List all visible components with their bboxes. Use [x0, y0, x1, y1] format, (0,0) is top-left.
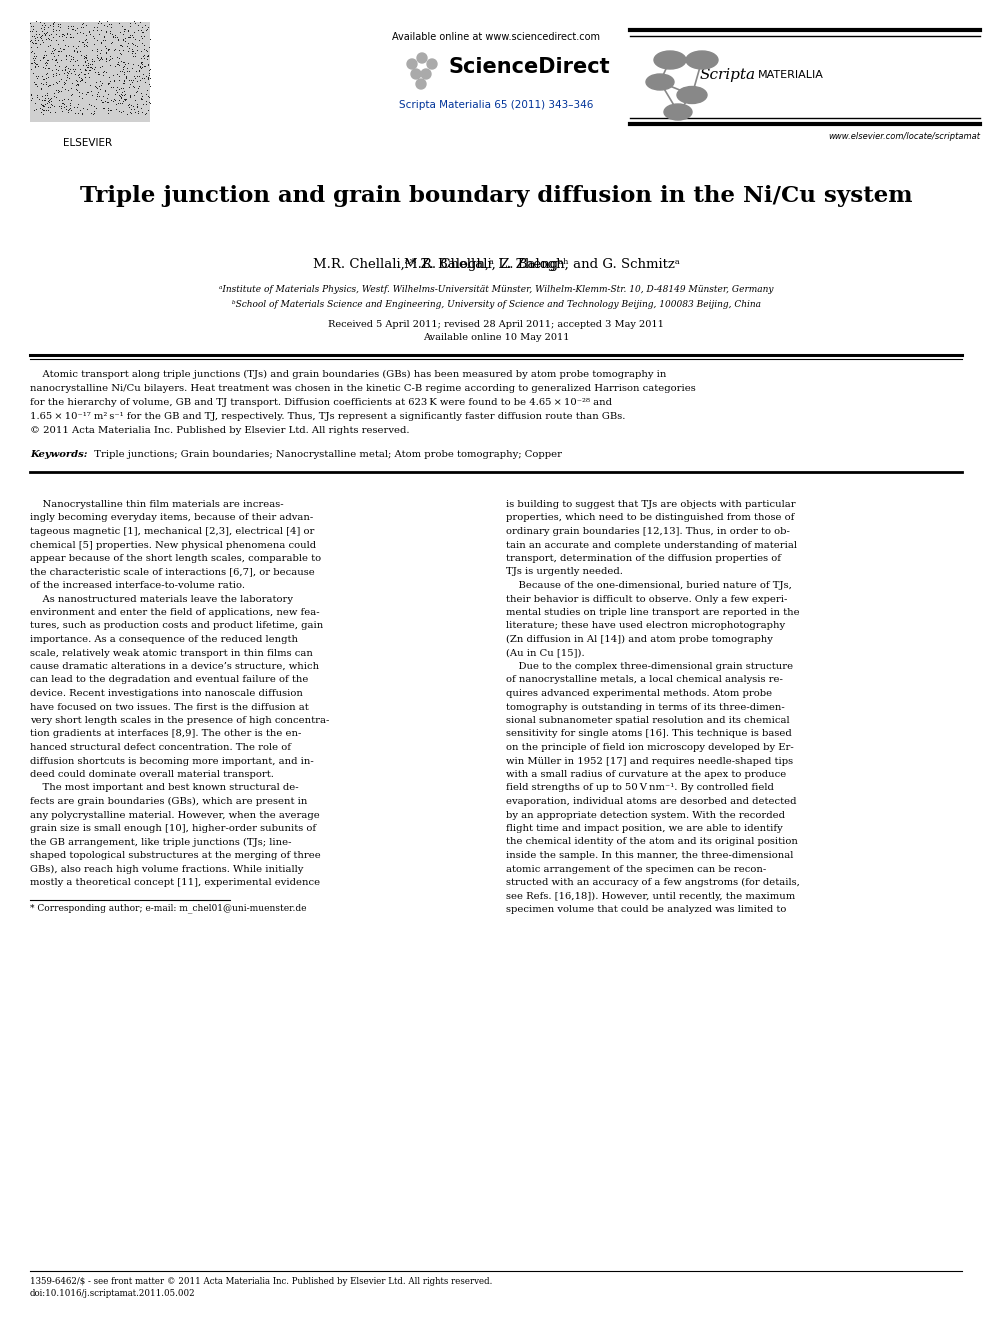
Text: Triple junction and grain boundary diffusion in the Ni/Cu system: Triple junction and grain boundary diffu…	[79, 185, 913, 206]
Text: Available online 10 May 2011: Available online 10 May 2011	[423, 333, 569, 343]
Text: Atomic transport along triple junctions (TJs) and grain boundaries (GBs) has bee: Atomic transport along triple junctions …	[30, 370, 667, 380]
Text: see Refs. [16,18]). However, until recently, the maximum: see Refs. [16,18]). However, until recen…	[506, 892, 796, 901]
Text: the characteristic scale of interactions [6,7], or because: the characteristic scale of interactions…	[30, 568, 314, 577]
Text: evaporation, individual atoms are desorbed and detected: evaporation, individual atoms are desorb…	[506, 796, 797, 806]
Text: Keywords:: Keywords:	[30, 450, 87, 459]
Text: * Corresponding author; e-mail: m_chel01@uni-muenster.de: * Corresponding author; e-mail: m_chel01…	[30, 904, 307, 913]
Text: Available online at www.sciencedirect.com: Available online at www.sciencedirect.co…	[392, 32, 600, 42]
Text: tion gradients at interfaces [8,9]. The other is the en-: tion gradients at interfaces [8,9]. The …	[30, 729, 302, 738]
Text: doi:10.1016/j.scriptamat.2011.05.002: doi:10.1016/j.scriptamat.2011.05.002	[30, 1289, 195, 1298]
Text: mental studies on triple line transport are reported in the: mental studies on triple line transport …	[506, 609, 800, 617]
Text: the chemical identity of the atom and its original position: the chemical identity of the atom and it…	[506, 837, 798, 847]
Text: ᵃInstitute of Materials Physics, Westf. Wilhelms-Universität Münster, Wilhelm-Kl: ᵃInstitute of Materials Physics, Westf. …	[219, 284, 773, 294]
Text: Scripta: Scripta	[700, 67, 756, 82]
Text: (Au in Cu [15]).: (Au in Cu [15]).	[506, 648, 584, 658]
Text: The most important and best known structural de-: The most important and best known struct…	[30, 783, 299, 792]
Text: inside the sample. In this manner, the three-dimensional: inside the sample. In this manner, the t…	[506, 851, 794, 860]
Text: M.R. Chellali,: M.R. Chellali,	[405, 258, 496, 271]
Text: Due to the complex three-dimensional grain structure: Due to the complex three-dimensional gra…	[506, 662, 794, 671]
Text: appear because of the short length scales, comparable to: appear because of the short length scale…	[30, 554, 321, 564]
Text: chemical [5] properties. New physical phenomena could: chemical [5] properties. New physical ph…	[30, 541, 316, 549]
Circle shape	[407, 60, 417, 69]
Text: literature; these have used electron microphotography: literature; these have used electron mic…	[506, 622, 785, 631]
Text: for the hierarchy of volume, GB and TJ transport. Diffusion coefficients at 623 : for the hierarchy of volume, GB and TJ t…	[30, 398, 612, 407]
Text: is building to suggest that TJs are objects with particular: is building to suggest that TJs are obje…	[506, 500, 796, 509]
Text: ingly becoming everyday items, because of their advan-: ingly becoming everyday items, because o…	[30, 513, 313, 523]
Circle shape	[417, 53, 427, 64]
Text: flight time and impact position, we are able to identify: flight time and impact position, we are …	[506, 824, 783, 833]
Text: environment and enter the field of applications, new fea-: environment and enter the field of appli…	[30, 609, 319, 617]
Text: tageous magnetic [1], mechanical [2,3], electrical [4] or: tageous magnetic [1], mechanical [2,3], …	[30, 527, 314, 536]
Text: with a small radius of curvature at the apex to produce: with a small radius of curvature at the …	[506, 770, 787, 779]
Text: on the principle of field ion microscopy developed by Er-: on the principle of field ion microscopy…	[506, 744, 794, 751]
Text: hanced structural defect concentration. The role of: hanced structural defect concentration. …	[30, 744, 291, 751]
Text: M.R. Chellali,ᵃ* Z. Balogh,ᵃ L. Zhengᵃʰ and G. Schmitzᵃ: M.R. Chellali,ᵃ* Z. Balogh,ᵃ L. Zhengᵃʰ …	[312, 258, 680, 271]
Text: Received 5 April 2011; revised 28 April 2011; accepted 3 May 2011: Received 5 April 2011; revised 28 April …	[328, 320, 664, 329]
Text: Nanocrystalline thin film materials are increas-: Nanocrystalline thin film materials are …	[30, 500, 284, 509]
Text: shaped topological substructures at the merging of three: shaped topological substructures at the …	[30, 851, 320, 860]
Text: can lead to the degradation and eventual failure of the: can lead to the degradation and eventual…	[30, 676, 309, 684]
Text: ordinary grain boundaries [12,13]. Thus, in order to ob-: ordinary grain boundaries [12,13]. Thus,…	[506, 527, 790, 536]
Text: of nanocrystalline metals, a local chemical analysis re-: of nanocrystalline metals, a local chemi…	[506, 676, 783, 684]
Text: their behavior is difficult to observe. Only a few experi-: their behavior is difficult to observe. …	[506, 594, 788, 603]
Text: grain size is small enough [10], higher-order subunits of: grain size is small enough [10], higher-…	[30, 824, 316, 833]
Text: ScienceDirect: ScienceDirect	[448, 57, 610, 77]
Text: structed with an accuracy of a few angstroms (for details,: structed with an accuracy of a few angst…	[506, 878, 800, 888]
Text: Because of the one-dimensional, buried nature of TJs,: Because of the one-dimensional, buried n…	[506, 581, 792, 590]
Text: by an appropriate detection system. With the recorded: by an appropriate detection system. With…	[506, 811, 785, 819]
Text: sional subnanometer spatial resolution and its chemical: sional subnanometer spatial resolution a…	[506, 716, 790, 725]
Text: ᵇSchool of Materials Science and Engineering, University of Science and Technolo: ᵇSchool of Materials Science and Enginee…	[231, 300, 761, 310]
Text: field strengths of up to 50 V nm⁻¹. By controlled field: field strengths of up to 50 V nm⁻¹. By c…	[506, 783, 774, 792]
Text: the GB arrangement, like triple junctions (TJs; line-: the GB arrangement, like triple junction…	[30, 837, 292, 847]
Text: nanocrystalline Ni/Cu bilayers. Heat treatment was chosen in the kinetic C-B reg: nanocrystalline Ni/Cu bilayers. Heat tre…	[30, 384, 695, 393]
Text: As nanostructured materials leave the laboratory: As nanostructured materials leave the la…	[30, 594, 293, 603]
Ellipse shape	[646, 74, 674, 90]
Circle shape	[427, 60, 437, 69]
Text: specimen volume that could be analyzed was limited to: specimen volume that could be analyzed w…	[506, 905, 787, 914]
Text: win Müller in 1952 [17] and requires needle-shaped tips: win Müller in 1952 [17] and requires nee…	[506, 757, 794, 766]
Text: tures, such as production costs and product lifetime, gain: tures, such as production costs and prod…	[30, 622, 323, 631]
Text: sensitivity for single atoms [16]. This technique is based: sensitivity for single atoms [16]. This …	[506, 729, 792, 738]
Ellipse shape	[686, 52, 718, 69]
Circle shape	[416, 79, 426, 89]
Text: MATERIALIA: MATERIALIA	[758, 70, 824, 79]
Text: diffusion shortcuts is becoming more important, and in-: diffusion shortcuts is becoming more imp…	[30, 757, 313, 766]
Ellipse shape	[677, 86, 707, 103]
Text: (Zn diffusion in Al [14]) and atom probe tomography: (Zn diffusion in Al [14]) and atom probe…	[506, 635, 773, 644]
Text: 1359-6462/$ - see front matter © 2011 Acta Materialia Inc. Published by Elsevier: 1359-6462/$ - see front matter © 2011 Ac…	[30, 1277, 492, 1286]
Circle shape	[421, 69, 431, 79]
Text: © 2011 Acta Materialia Inc. Published by Elsevier Ltd. All rights reserved.: © 2011 Acta Materialia Inc. Published by…	[30, 426, 410, 435]
Circle shape	[411, 69, 421, 79]
Text: tain an accurate and complete understanding of material: tain an accurate and complete understand…	[506, 541, 797, 549]
Ellipse shape	[654, 52, 686, 69]
Text: cause dramatic alterations in a device’s structure, which: cause dramatic alterations in a device’s…	[30, 662, 319, 671]
Text: tomography is outstanding in terms of its three-dimen-: tomography is outstanding in terms of it…	[506, 703, 785, 712]
Ellipse shape	[664, 105, 692, 120]
Text: scale, relatively weak atomic transport in thin films can: scale, relatively weak atomic transport …	[30, 648, 312, 658]
Text: Triple junctions; Grain boundaries; Nanocrystalline metal; Atom probe tomography: Triple junctions; Grain boundaries; Nano…	[88, 450, 562, 459]
Text: 1.65 × 10⁻¹⁷ m² s⁻¹ for the GB and TJ, respectively. Thus, TJs represent a signi: 1.65 × 10⁻¹⁷ m² s⁻¹ for the GB and TJ, r…	[30, 411, 625, 421]
Text: have focused on two issues. The first is the diffusion at: have focused on two issues. The first is…	[30, 703, 309, 712]
Text: ELSEVIER: ELSEVIER	[63, 138, 112, 148]
Text: importance. As a consequence of the reduced length: importance. As a consequence of the redu…	[30, 635, 298, 644]
Text: deed could dominate overall material transport.: deed could dominate overall material tra…	[30, 770, 274, 779]
Text: fects are grain boundaries (GBs), which are present in: fects are grain boundaries (GBs), which …	[30, 796, 308, 806]
Text: of the increased interface-to-volume ratio.: of the increased interface-to-volume rat…	[30, 581, 245, 590]
Text: mostly a theoretical concept [11], experimental evidence: mostly a theoretical concept [11], exper…	[30, 878, 320, 886]
Bar	[30, 22, 150, 122]
Text: Z. Balogh,: Z. Balogh,	[496, 258, 568, 271]
Text: Scripta Materialia 65 (2011) 343–346: Scripta Materialia 65 (2011) 343–346	[399, 101, 593, 110]
Text: properties, which need to be distinguished from those of: properties, which need to be distinguish…	[506, 513, 795, 523]
Text: atomic arrangement of the specimen can be recon-: atomic arrangement of the specimen can b…	[506, 864, 766, 873]
Text: GBs), also reach high volume fractions. While initially: GBs), also reach high volume fractions. …	[30, 864, 304, 873]
Text: device. Recent investigations into nanoscale diffusion: device. Recent investigations into nanos…	[30, 689, 303, 699]
Text: any polycrystalline material. However, when the average: any polycrystalline material. However, w…	[30, 811, 319, 819]
Text: very short length scales in the presence of high concentra-: very short length scales in the presence…	[30, 716, 329, 725]
Text: transport, determination of the diffusion properties of: transport, determination of the diffusio…	[506, 554, 781, 564]
Text: quires advanced experimental methods. Atom probe: quires advanced experimental methods. At…	[506, 689, 772, 699]
Text: TJs is urgently needed.: TJs is urgently needed.	[506, 568, 623, 577]
Text: www.elsevier.com/locate/scriptamat: www.elsevier.com/locate/scriptamat	[828, 132, 980, 142]
